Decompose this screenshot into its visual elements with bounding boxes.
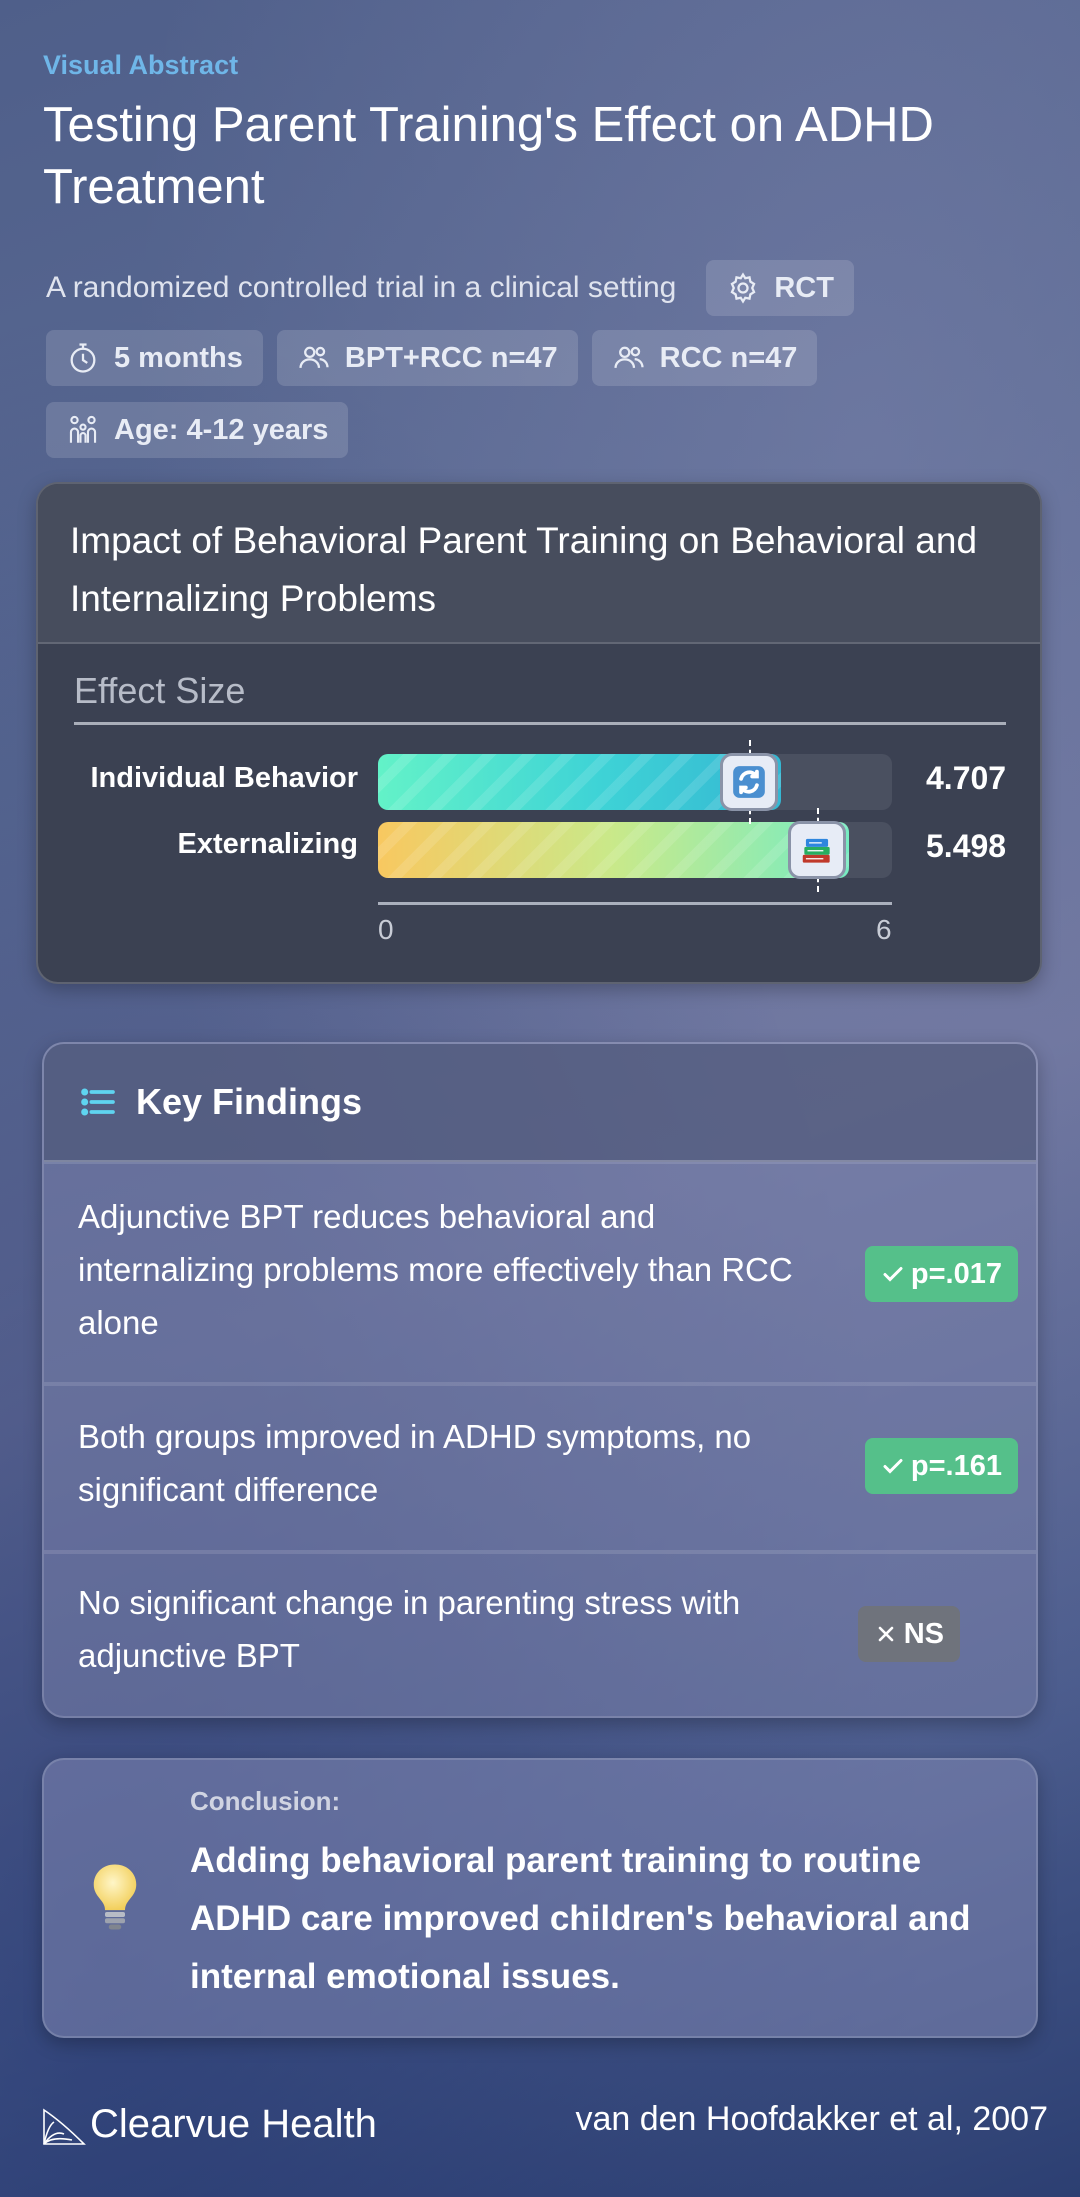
age-pill: Age: 4-12 years xyxy=(46,402,349,458)
significance-badge: p=.161 xyxy=(864,1438,1018,1494)
brand-logo: Clearvue Health xyxy=(40,2100,377,2148)
users-icon xyxy=(614,346,644,369)
close-icon xyxy=(878,1626,894,1642)
stopwatch-icon xyxy=(70,343,96,373)
x-tick-max: 6 xyxy=(876,914,892,945)
group-a-label: BPT+RCC n=47 xyxy=(344,341,558,374)
refresh-icon xyxy=(720,753,778,811)
conclusion-label: Conclusion: xyxy=(190,1786,341,1816)
key-findings-card: Key Findings Adjunctive BPT reduces beha… xyxy=(42,1042,1038,1718)
bar-value-externalizing: 5.498 xyxy=(926,828,1007,864)
check-icon xyxy=(883,1459,903,1474)
impact-header: Impact of Behavioral Parent Training on … xyxy=(38,484,1040,644)
divider xyxy=(74,722,1006,725)
group-a-pill: BPT+RCC n=47 xyxy=(276,330,578,386)
books-icon xyxy=(788,821,846,879)
citation: van den Hoofdakker et al, 2007 xyxy=(575,2100,1048,2138)
check-icon xyxy=(883,1267,903,1282)
badge-label: p=.161 xyxy=(910,1449,1002,1482)
subtitle-row: A randomized controlled trial in a clini… xyxy=(46,260,854,316)
group-b-pill: RCC n=47 xyxy=(591,330,818,386)
impact-card: Impact of Behavioral Parent Training on … xyxy=(36,482,1042,984)
design-pill-label: RCT xyxy=(774,271,834,304)
effect-size-label: Effect Size xyxy=(74,670,246,711)
group-b-label: RCC n=47 xyxy=(659,341,798,374)
users-icon xyxy=(299,346,329,369)
pill-row-2: Age: 4-12 years xyxy=(46,402,362,458)
family-icon xyxy=(69,415,97,443)
bar-label-externalizing: Externalizing xyxy=(177,828,359,860)
finding-text: No significant change in parenting stres… xyxy=(78,1584,741,1674)
age-label: Age: 4-12 years xyxy=(114,413,329,446)
impact-title: Impact of Behavioral Parent Training on … xyxy=(70,520,978,619)
duration-label: 5 months xyxy=(114,341,243,374)
finding-text: Both groups improved in ADHD symptoms, n… xyxy=(78,1418,752,1508)
bar-externalizing xyxy=(378,822,849,878)
badge-label: NS xyxy=(903,1617,944,1650)
subtitle: A randomized controlled trial in a clini… xyxy=(46,271,677,304)
conclusion-card: Conclusion: Adding behavioral parent tra… xyxy=(42,1758,1038,2038)
finding-item: No significant change in parenting stres… xyxy=(44,1550,1036,1716)
significance-badge: NS xyxy=(857,1606,960,1662)
list-icon xyxy=(81,1088,115,1116)
logo-mark-icon xyxy=(43,2108,86,2145)
finding-item: Both groups improved in ADHD symptoms, n… xyxy=(44,1382,1036,1554)
significance-badge: p=.017 xyxy=(864,1246,1018,1302)
page-title: Testing Parent Training's Effect on ADHD… xyxy=(43,98,934,214)
bar-label-individual-behavior: Individual Behavior xyxy=(90,762,359,794)
x-tick-min: 0 xyxy=(378,914,394,945)
gear-icon xyxy=(730,272,756,304)
eyebrow-label: Visual Abstract xyxy=(43,50,239,80)
lightbulb-icon xyxy=(93,1864,137,1930)
design-pill: RCT xyxy=(706,260,854,316)
finding-item: Adjunctive BPT reduces behavioral and in… xyxy=(44,1160,1036,1386)
badge-label: p=.017 xyxy=(910,1257,1002,1290)
finding-text: Adjunctive BPT reduces behavioral and in… xyxy=(78,1198,793,1341)
key-findings-title: Key Findings xyxy=(136,1081,363,1122)
bar-value-individual-behavior: 4.707 xyxy=(926,760,1007,796)
conclusion-text: Adding behavioral parent training to rou… xyxy=(190,1841,971,1996)
key-findings-header: Key Findings xyxy=(44,1044,1036,1162)
brand-name: Clearvue Health xyxy=(90,2101,377,2146)
bar-individual-behavior xyxy=(378,754,781,810)
duration-pill: 5 months xyxy=(46,330,263,386)
x-axis xyxy=(378,902,892,905)
pill-row-1: 5 months BPT+RCC n=47 RCC n=47 xyxy=(46,330,831,386)
